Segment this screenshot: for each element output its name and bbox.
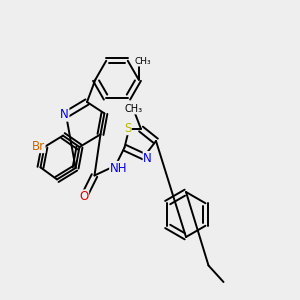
Text: N: N [143,152,152,165]
Text: S: S [124,122,131,135]
Text: CH₃: CH₃ [135,57,152,66]
Text: O: O [80,190,88,203]
Text: NH: NH [110,161,127,175]
Text: N: N [60,108,69,121]
Text: CH₃: CH₃ [124,104,142,114]
Text: Br: Br [32,140,45,153]
